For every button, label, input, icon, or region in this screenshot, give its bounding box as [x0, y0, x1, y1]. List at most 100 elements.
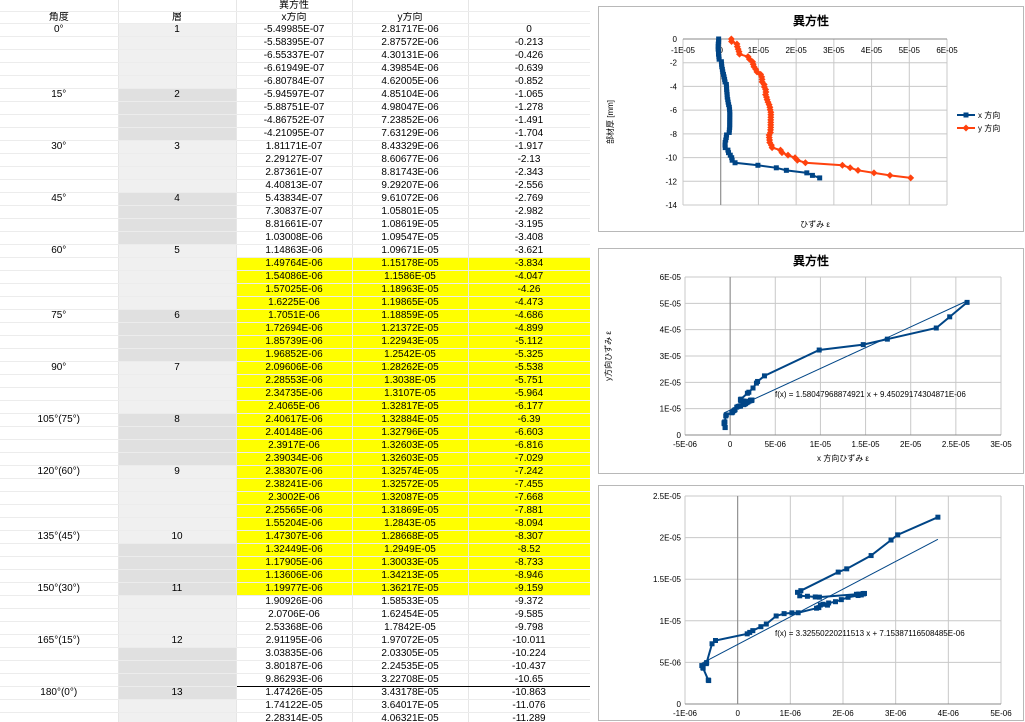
layer-cell[interactable]: 12: [118, 634, 237, 648]
x-strain-cell[interactable]: -5.58395E-07: [236, 36, 353, 50]
angle-cell[interactable]: [0, 205, 119, 219]
layer-cell[interactable]: [118, 153, 237, 167]
depth-cell[interactable]: -7.029: [468, 452, 590, 466]
depth-cell[interactable]: -7.242: [468, 465, 590, 479]
depth-cell[interactable]: -8.094: [468, 517, 590, 531]
angle-cell[interactable]: [0, 218, 119, 232]
x-strain-cell[interactable]: 1.32449E-06: [236, 543, 353, 557]
x-strain-cell[interactable]: 1.81171E-07: [236, 140, 353, 154]
depth-cell[interactable]: -2.343: [468, 166, 590, 180]
depth-cell[interactable]: -8.733: [468, 556, 590, 570]
depth-cell[interactable]: -4.26: [468, 283, 590, 297]
y-strain-cell[interactable]: 3.43178E-05: [352, 686, 469, 700]
depth-cell[interactable]: -0.426: [468, 49, 590, 63]
depth-cell[interactable]: -9.159: [468, 582, 590, 596]
layer-cell[interactable]: 11: [118, 582, 237, 596]
layer-cell[interactable]: [118, 387, 237, 401]
y-strain-cell[interactable]: 1.22943E-05: [352, 335, 469, 349]
y-strain-cell[interactable]: 1.09671E-05: [352, 244, 469, 258]
x-strain-cell[interactable]: 7.30837E-07: [236, 205, 353, 219]
x-strain-cell[interactable]: -4.21095E-07: [236, 127, 353, 141]
cell[interactable]: [468, 11, 590, 24]
chart-depth-profile[interactable]: 異方性0-2-4-6-8-10-12-14-1E-0501E-052E-053E…: [598, 6, 1024, 232]
depth-cell[interactable]: -2.982: [468, 205, 590, 219]
y-strain-cell[interactable]: 4.30131E-06: [352, 49, 469, 63]
depth-cell[interactable]: -5.964: [468, 387, 590, 401]
x-strain-cell[interactable]: 2.3002E-06: [236, 491, 353, 505]
angle-cell[interactable]: 60°: [0, 244, 119, 258]
y-strain-cell[interactable]: 1.21372E-05: [352, 322, 469, 336]
x-strain-cell[interactable]: 1.55204E-06: [236, 517, 353, 531]
x-strain-cell[interactable]: 2.0706E-06: [236, 608, 353, 622]
angle-cell[interactable]: [0, 426, 119, 440]
y-strain-cell[interactable]: 4.98047E-06: [352, 101, 469, 115]
depth-cell[interactable]: 0: [468, 23, 590, 37]
angle-cell[interactable]: [0, 257, 119, 271]
angle-cell[interactable]: [0, 101, 119, 115]
depth-cell[interactable]: -10.224: [468, 647, 590, 661]
y-strain-cell[interactable]: 4.06321E-05: [352, 712, 469, 722]
layer-cell[interactable]: 5: [118, 244, 237, 258]
y-strain-cell[interactable]: 1.31869E-05: [352, 504, 469, 518]
depth-cell[interactable]: -8.946: [468, 569, 590, 583]
cell[interactable]: [0, 0, 119, 12]
layer-cell[interactable]: [118, 699, 237, 713]
layer-cell[interactable]: [118, 569, 237, 583]
angle-cell[interactable]: [0, 283, 119, 297]
depth-cell[interactable]: -9.585: [468, 608, 590, 622]
layer-cell[interactable]: [118, 270, 237, 284]
x-strain-cell[interactable]: 2.09606E-06: [236, 361, 353, 375]
y-strain-cell[interactable]: 7.23852E-06: [352, 114, 469, 128]
x-strain-cell[interactable]: 2.25565E-06: [236, 504, 353, 518]
depth-cell[interactable]: -3.621: [468, 244, 590, 258]
layer-cell[interactable]: [118, 75, 237, 89]
layer-cell[interactable]: [118, 400, 237, 414]
angle-cell[interactable]: [0, 439, 119, 453]
layer-cell[interactable]: [118, 673, 237, 687]
y-strain-cell[interactable]: 1.32603E-05: [352, 439, 469, 453]
layer-cell[interactable]: [118, 491, 237, 505]
layer-cell[interactable]: 1: [118, 23, 237, 37]
y-strain-cell[interactable]: 1.97072E-05: [352, 634, 469, 648]
layer-cell[interactable]: [118, 543, 237, 557]
layer-cell[interactable]: [118, 374, 237, 388]
depth-cell[interactable]: -6.39: [468, 413, 590, 427]
y-strain-cell[interactable]: 1.58533E-05: [352, 595, 469, 609]
angle-cell[interactable]: [0, 374, 119, 388]
x-strain-cell[interactable]: 5.43834E-07: [236, 192, 353, 206]
y-strain-cell[interactable]: 1.32603E-05: [352, 452, 469, 466]
y-strain-cell[interactable]: 4.39854E-06: [352, 62, 469, 76]
angle-cell[interactable]: [0, 673, 119, 687]
angle-cell[interactable]: [0, 660, 119, 674]
depth-cell[interactable]: -1.917: [468, 140, 590, 154]
x-strain-cell[interactable]: 2.3917E-06: [236, 439, 353, 453]
x-strain-cell[interactable]: 1.96852E-06: [236, 348, 353, 362]
layer-cell[interactable]: [118, 36, 237, 50]
x-strain-cell[interactable]: 2.34735E-06: [236, 387, 353, 401]
x-strain-cell[interactable]: 2.38241E-06: [236, 478, 353, 492]
y-strain-cell[interactable]: 1.28668E-05: [352, 530, 469, 544]
angle-cell[interactable]: [0, 335, 119, 349]
layer-cell[interactable]: [118, 101, 237, 115]
y-strain-cell[interactable]: 1.05801E-05: [352, 205, 469, 219]
angle-cell[interactable]: [0, 387, 119, 401]
layer-cell[interactable]: [118, 595, 237, 609]
layer-cell[interactable]: 6: [118, 309, 237, 323]
angle-cell[interactable]: [0, 621, 119, 635]
y-strain-cell[interactable]: 2.03305E-05: [352, 647, 469, 661]
layer-cell[interactable]: [118, 49, 237, 63]
x-strain-cell[interactable]: 4.40813E-07: [236, 179, 353, 193]
x-strain-cell[interactable]: -6.55337E-07: [236, 49, 353, 63]
x-strain-cell[interactable]: 9.86293E-06: [236, 673, 353, 687]
depth-cell[interactable]: -2.769: [468, 192, 590, 206]
y-strain-cell[interactable]: 1.19865E-05: [352, 296, 469, 310]
x-strain-cell[interactable]: 1.54086E-06: [236, 270, 353, 284]
y-strain-cell[interactable]: 2.24535E-05: [352, 660, 469, 674]
depth-cell[interactable]: -3.195: [468, 218, 590, 232]
depth-cell[interactable]: -4.473: [468, 296, 590, 310]
depth-cell[interactable]: -5.112: [468, 335, 590, 349]
layer-cell[interactable]: [118, 218, 237, 232]
y-strain-cell[interactable]: 1.15178E-05: [352, 257, 469, 271]
depth-cell[interactable]: -6.603: [468, 426, 590, 440]
layer-cell[interactable]: [118, 296, 237, 310]
